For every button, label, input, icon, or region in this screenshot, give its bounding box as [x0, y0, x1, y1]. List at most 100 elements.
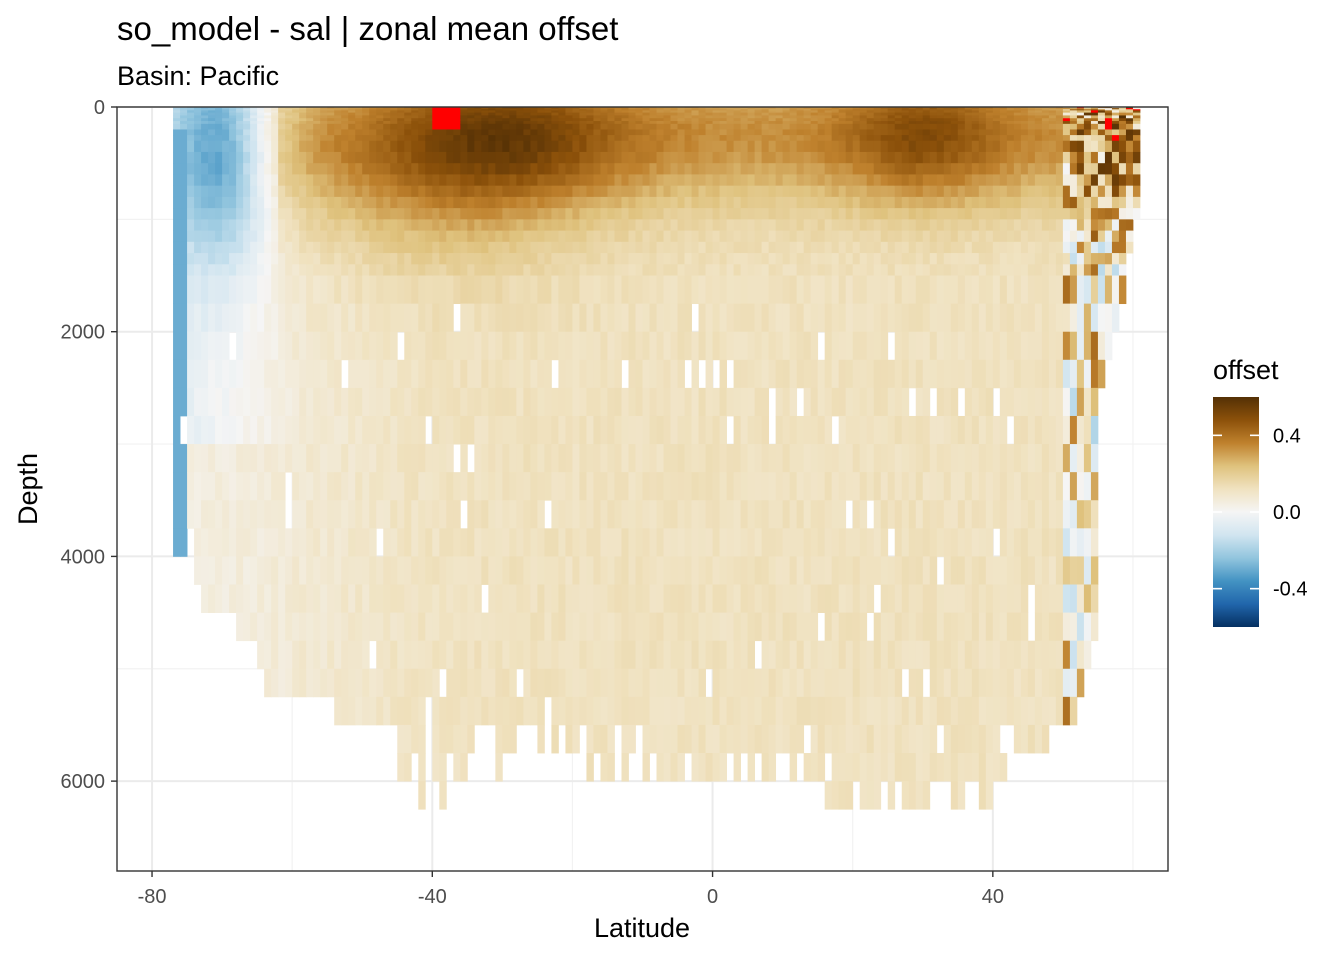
- heatmap-cell: [544, 444, 552, 473]
- heatmap-cell: [502, 696, 510, 726]
- heatmap-cell: [488, 253, 496, 265]
- heatmap-cell: [320, 275, 328, 305]
- heatmap-cell: [348, 275, 356, 305]
- heatmap-cell: [831, 140, 840, 153]
- heatmap-cell: [768, 696, 777, 726]
- heatmap-cell: [446, 129, 454, 136]
- heatmap-cell: [334, 640, 342, 670]
- heatmap-cell: [915, 123, 924, 130]
- heatmap-cell: [964, 115, 973, 119]
- heatmap-cell: [908, 129, 917, 136]
- heatmap-cell: [670, 123, 678, 130]
- heatmap-cell: [740, 118, 748, 122]
- heatmap-cell: [383, 163, 391, 175]
- heatmap-cell: [901, 584, 910, 613]
- heatmap-cell: [880, 472, 889, 501]
- heatmap-cell: [439, 123, 447, 130]
- heatmap-cell: [474, 174, 482, 187]
- heatmap-cell: [558, 387, 566, 417]
- heatmap-cell: [523, 112, 531, 116]
- heatmap-cell: [922, 118, 931, 122]
- heatmap-cell: [866, 107, 875, 109]
- heatmap-cell: [691, 444, 699, 473]
- heatmap-cell: [551, 115, 559, 119]
- heatmap-cell: [236, 129, 244, 136]
- heatmap-cell: [698, 696, 706, 726]
- heatmap-cell: [495, 112, 503, 116]
- heatmap-cell: [705, 108, 713, 110]
- heatmap-cell: [712, 275, 720, 305]
- heatmap-cell: [530, 303, 538, 333]
- heatmap-cell: [257, 151, 265, 164]
- heatmap-cell: [656, 112, 664, 116]
- heatmap-cell: [621, 275, 629, 305]
- heatmap-cell: [425, 108, 433, 110]
- heatmap-cell: [537, 163, 545, 175]
- heatmap-cell: [985, 253, 994, 265]
- heatmap-cell: [530, 584, 538, 613]
- heatmap-cell: [992, 415, 1001, 445]
- heatmap-cell: [775, 303, 784, 333]
- heatmap-cell: [607, 123, 615, 130]
- heatmap-cell: [635, 208, 643, 220]
- heatmap-cell: [299, 415, 307, 445]
- heatmap-cell: [474, 612, 482, 642]
- heatmap-cell: [572, 640, 580, 670]
- heatmap-cell: [824, 109, 833, 111]
- heatmap-cell: [866, 196, 875, 209]
- heatmap-cell: [327, 640, 335, 670]
- heatmap-cell: [824, 331, 833, 361]
- heatmap-cell: [1013, 108, 1022, 110]
- heatmap-cell: [726, 140, 734, 153]
- heatmap-cell: [313, 115, 321, 119]
- heatmap-cell: [761, 415, 770, 445]
- heatmap-cell: [278, 219, 286, 231]
- heatmap-cell: [376, 612, 384, 642]
- heatmap-cell: [908, 112, 917, 116]
- heatmap-cell: [929, 109, 938, 111]
- heatmap-cell: [425, 668, 433, 698]
- heatmap-cell: [614, 472, 622, 501]
- heatmap-cell: [1013, 107, 1022, 109]
- heatmap-cell: [250, 556, 258, 585]
- heatmap-cell: [362, 444, 370, 473]
- heatmap-cell: [796, 556, 805, 585]
- heatmap-cell: [558, 219, 566, 231]
- heatmap-cell: [1020, 472, 1029, 501]
- heatmap-cell: [201, 556, 209, 585]
- heatmap-cell: [775, 123, 784, 130]
- heatmap-cell: [873, 387, 882, 417]
- heatmap-cell: [537, 151, 545, 164]
- heatmap-cell: [733, 208, 741, 220]
- heatmap-cell: [852, 135, 861, 142]
- heatmap-cell: [460, 387, 468, 417]
- heatmap-cell: [187, 230, 195, 243]
- heatmap-cell: [985, 387, 994, 417]
- heatmap-cell: [971, 668, 980, 698]
- heatmap-cell: [502, 123, 510, 130]
- heatmap-cell: [663, 196, 671, 209]
- heatmap-cell: [831, 781, 840, 810]
- heatmap-cell: [369, 140, 377, 153]
- heatmap-cell: [593, 253, 601, 265]
- heatmap-cell: [257, 129, 265, 136]
- heatmap-cell: [544, 110, 552, 114]
- heatmap-cell: [348, 528, 356, 557]
- heatmap-cell: [404, 151, 412, 164]
- heatmap-cell: [838, 264, 847, 276]
- heatmap-cell: [264, 472, 272, 501]
- heatmap-cell: [992, 253, 1001, 265]
- heatmap-cell: [768, 241, 777, 254]
- heatmap-cell: [502, 668, 510, 698]
- heatmap-cell: [376, 118, 384, 122]
- heatmap-cell: [418, 241, 426, 254]
- heatmap-cell: [1034, 107, 1043, 109]
- heatmap-cell: [418, 781, 426, 810]
- heatmap-cell: [551, 584, 559, 613]
- heatmap-cell: [285, 219, 293, 231]
- heatmap-cell: [768, 219, 777, 231]
- heatmap-cell: [621, 123, 629, 130]
- heatmap-cell: [964, 696, 973, 726]
- heatmap-cell: [558, 668, 566, 698]
- heatmap-cell: [614, 612, 622, 642]
